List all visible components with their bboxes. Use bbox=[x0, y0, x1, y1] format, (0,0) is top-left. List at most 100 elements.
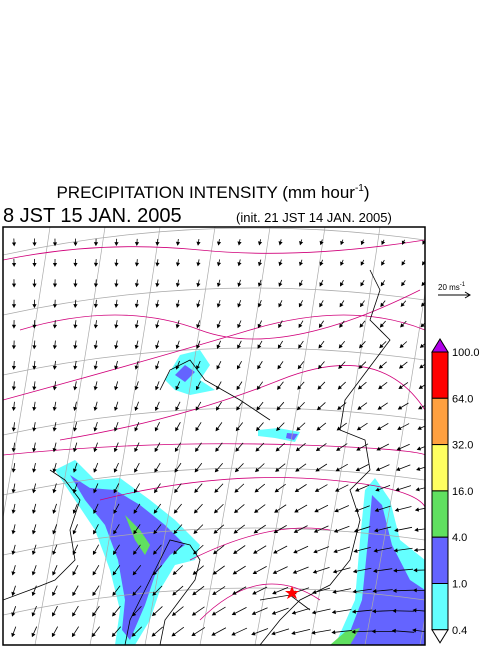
wind-arrow-head bbox=[12, 366, 15, 369]
wind-arrow-head bbox=[53, 510, 56, 513]
wind-arrow-head bbox=[176, 428, 179, 431]
wind-arrow-head bbox=[292, 611, 295, 614]
wind-arrow-head bbox=[135, 448, 138, 451]
map bbox=[0, 227, 490, 650]
wind-arrow-head bbox=[53, 325, 56, 328]
wind-arrow-head bbox=[216, 407, 219, 410]
wind-arrow-head bbox=[12, 531, 15, 534]
wind-arrow-head bbox=[217, 263, 220, 266]
wind-arrow-head bbox=[416, 508, 419, 511]
wind-arrow-head bbox=[354, 570, 357, 573]
wind-arrow-head bbox=[216, 428, 219, 431]
wind-arrow-head bbox=[341, 262, 344, 265]
wind-arrow-head bbox=[135, 284, 138, 287]
wind-arrow-head bbox=[355, 509, 358, 512]
wind-arrow-head bbox=[218, 242, 221, 245]
wind-arrow-head bbox=[156, 366, 159, 369]
wind-arrow-head bbox=[176, 325, 179, 328]
wind-arrow-head bbox=[356, 489, 359, 492]
wind-arrow-head bbox=[315, 530, 318, 533]
wind-arrow-head bbox=[33, 346, 36, 349]
wind-arrow-head bbox=[74, 243, 77, 246]
wind-arrow-head bbox=[52, 613, 55, 616]
colorbar-band bbox=[432, 445, 448, 491]
wind-arrow-head bbox=[156, 242, 159, 245]
wind-arrow-head bbox=[382, 262, 385, 265]
wind-arrow-head bbox=[94, 428, 97, 431]
wind-arrow-head bbox=[93, 592, 96, 595]
wind-arrow-head bbox=[295, 509, 298, 512]
wind-reference-arrow bbox=[438, 292, 470, 298]
wind-arrow-head bbox=[259, 262, 262, 265]
wind-arrow-head bbox=[115, 407, 118, 410]
wind-arrow-head bbox=[32, 551, 35, 554]
wind-arrow-head bbox=[238, 242, 241, 245]
wind-arrow-head bbox=[316, 489, 319, 492]
wind-arrow-head bbox=[254, 551, 257, 554]
wind-arrow-head bbox=[334, 570, 337, 573]
wind-arrow-head bbox=[13, 346, 16, 349]
wind-arrow-head bbox=[32, 613, 35, 616]
wind-arrow-head bbox=[336, 468, 339, 471]
wind-arrow-head bbox=[176, 304, 179, 307]
wind-arrow-head bbox=[13, 325, 16, 328]
wind-arrow-head bbox=[341, 241, 344, 244]
wind-arrow-head bbox=[53, 407, 56, 410]
wind-arrow-head bbox=[217, 304, 220, 307]
wind-arrow-head bbox=[320, 304, 323, 307]
colorbar-label: 32.0 bbox=[452, 440, 473, 452]
title-close: ) bbox=[364, 183, 370, 202]
wind-arrow-head bbox=[74, 387, 77, 390]
wind-arrow-head bbox=[258, 366, 261, 369]
wind-arrow-head bbox=[135, 345, 138, 348]
wind-arrow-head bbox=[33, 407, 36, 410]
wind-arrow-head bbox=[73, 531, 76, 534]
wind-arrow-head bbox=[361, 241, 364, 244]
wind-arrow-head bbox=[135, 304, 138, 307]
wind-arrow-head bbox=[258, 345, 261, 348]
wind-arrow-head bbox=[358, 427, 361, 430]
wind-arrow-head bbox=[155, 407, 158, 410]
wind-arrow-head bbox=[335, 509, 338, 512]
wind-arrow-head bbox=[32, 592, 35, 595]
wind-arrow-head bbox=[196, 428, 199, 431]
wind-arrow-head bbox=[13, 305, 16, 308]
wind-arrow-head bbox=[53, 572, 56, 575]
wind-arrow-head bbox=[313, 591, 316, 594]
wind-arrow-head bbox=[115, 304, 118, 307]
wind-arrow-head bbox=[258, 283, 261, 286]
wind-arrow-head bbox=[73, 592, 76, 595]
wind-arrow-head bbox=[377, 468, 380, 471]
wind-arrow-head bbox=[94, 325, 97, 328]
wind-arrow-head bbox=[74, 346, 77, 349]
wind-arrow-head bbox=[377, 448, 380, 451]
wind-arrow-head bbox=[135, 325, 138, 328]
wind-arrow-head bbox=[135, 366, 138, 369]
wind-arrow-head bbox=[72, 633, 75, 636]
wind-reference-exponent: -1 bbox=[460, 282, 466, 288]
wind-arrow-head bbox=[12, 469, 15, 472]
wind-arrow-head bbox=[237, 366, 240, 369]
wind-arrow-head bbox=[94, 448, 97, 451]
wind-arrow-head bbox=[33, 284, 36, 287]
wind-arrow-head bbox=[294, 530, 297, 533]
wind-arrow-head bbox=[217, 345, 220, 348]
wind-arrow-head bbox=[33, 490, 36, 493]
wind-arrow-head bbox=[33, 428, 36, 431]
wind-arrow-head bbox=[74, 304, 77, 307]
wind-arrow-head bbox=[399, 406, 402, 409]
wind-arrow-head bbox=[292, 632, 295, 635]
wind-arrow-head bbox=[313, 611, 316, 614]
wind-arrow-head bbox=[175, 469, 178, 472]
wind-arrow-head bbox=[155, 490, 158, 493]
wind-arrow-head bbox=[217, 386, 220, 389]
wind-arrow-head bbox=[279, 262, 282, 265]
wind-arrow-head bbox=[196, 448, 199, 451]
wind-arrow-head bbox=[95, 243, 98, 246]
wind-arrow-head bbox=[176, 345, 179, 348]
wind-arrow-head bbox=[259, 242, 262, 245]
wind-arrow-head bbox=[279, 283, 282, 286]
wind-arrow-head bbox=[279, 304, 282, 307]
colorbar-label: 100.0 bbox=[452, 347, 480, 359]
